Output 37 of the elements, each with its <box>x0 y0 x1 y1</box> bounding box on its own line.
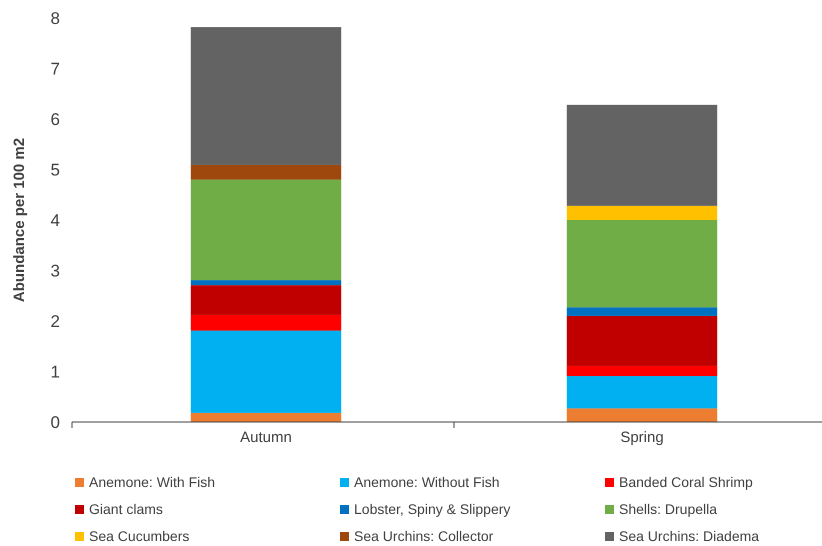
bar <box>566 316 718 366</box>
bar <box>566 206 718 220</box>
bar <box>566 220 718 308</box>
legend-label: Sea Urchins: Diadema <box>619 528 760 544</box>
y-tick-label: 4 <box>50 210 60 230</box>
bar <box>190 280 342 286</box>
bar <box>190 27 342 165</box>
y-tick-label: 5 <box>50 160 60 180</box>
x-tick-label: Spring <box>620 429 664 446</box>
bar <box>566 366 718 376</box>
y-tick-label: 1 <box>50 362 60 382</box>
legend-label: Anemone: With Fish <box>89 474 216 490</box>
legend-label: Giant clams <box>89 501 163 517</box>
y-tick-label: 6 <box>50 110 60 129</box>
y-tick-label: 8 <box>50 8 60 28</box>
bar <box>566 408 718 422</box>
y-tick-label: 7 <box>50 59 60 78</box>
legend-label: Sea Cucumbers <box>89 528 190 544</box>
y-tick-label: 0 <box>50 412 60 432</box>
legend-label: Banded Coral Shrimp <box>619 474 754 490</box>
bar <box>566 104 718 206</box>
legend-label: Anemone: Without Fish <box>354 474 500 490</box>
y-axis-title: Abundance per 100 m2 <box>11 138 28 302</box>
bar <box>566 307 718 316</box>
x-tick-label: Autumn <box>240 429 292 446</box>
bar <box>190 285 342 315</box>
y-tick-label: 3 <box>50 261 60 280</box>
legend-label: Sea Urchins: Collector <box>354 528 494 544</box>
bar <box>190 180 342 280</box>
legend-label: Lobster, Spiny & Slippery <box>354 501 510 517</box>
bar <box>190 412 342 422</box>
bar <box>190 330 342 413</box>
bar <box>190 314 342 331</box>
legend-label: Shells: Drupella <box>619 501 718 517</box>
bar <box>566 376 718 408</box>
y-tick-label: 2 <box>50 312 60 331</box>
bar <box>190 164 342 180</box>
